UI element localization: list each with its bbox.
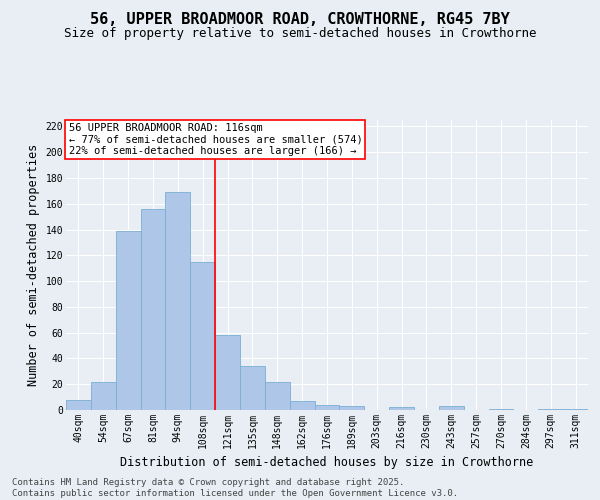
- Text: 56 UPPER BROADMOOR ROAD: 116sqm
← 77% of semi-detached houses are smaller (574)
: 56 UPPER BROADMOOR ROAD: 116sqm ← 77% of…: [68, 123, 362, 156]
- Bar: [190, 262, 215, 410]
- Bar: [140, 209, 166, 410]
- Bar: [116, 231, 140, 410]
- Text: 56, UPPER BROADMOOR ROAD, CROWTHORNE, RG45 7BY: 56, UPPER BROADMOOR ROAD, CROWTHORNE, RG…: [90, 12, 510, 28]
- Text: Size of property relative to semi-detached houses in Crowthorne: Size of property relative to semi-detach…: [64, 28, 536, 40]
- Y-axis label: Number of semi-detached properties: Number of semi-detached properties: [27, 144, 40, 386]
- Bar: [240, 366, 265, 410]
- Bar: [563, 408, 588, 410]
- X-axis label: Distribution of semi-detached houses by size in Crowthorne: Distribution of semi-detached houses by …: [121, 456, 533, 469]
- Text: Contains HM Land Registry data © Crown copyright and database right 2025.
Contai: Contains HM Land Registry data © Crown c…: [12, 478, 458, 498]
- Bar: [215, 335, 240, 410]
- Bar: [66, 400, 91, 410]
- Bar: [91, 382, 116, 410]
- Bar: [314, 405, 340, 410]
- Bar: [265, 382, 290, 410]
- Bar: [488, 408, 514, 410]
- Bar: [439, 406, 464, 410]
- Bar: [538, 408, 563, 410]
- Bar: [389, 408, 414, 410]
- Bar: [290, 401, 314, 410]
- Bar: [340, 406, 364, 410]
- Bar: [166, 192, 190, 410]
